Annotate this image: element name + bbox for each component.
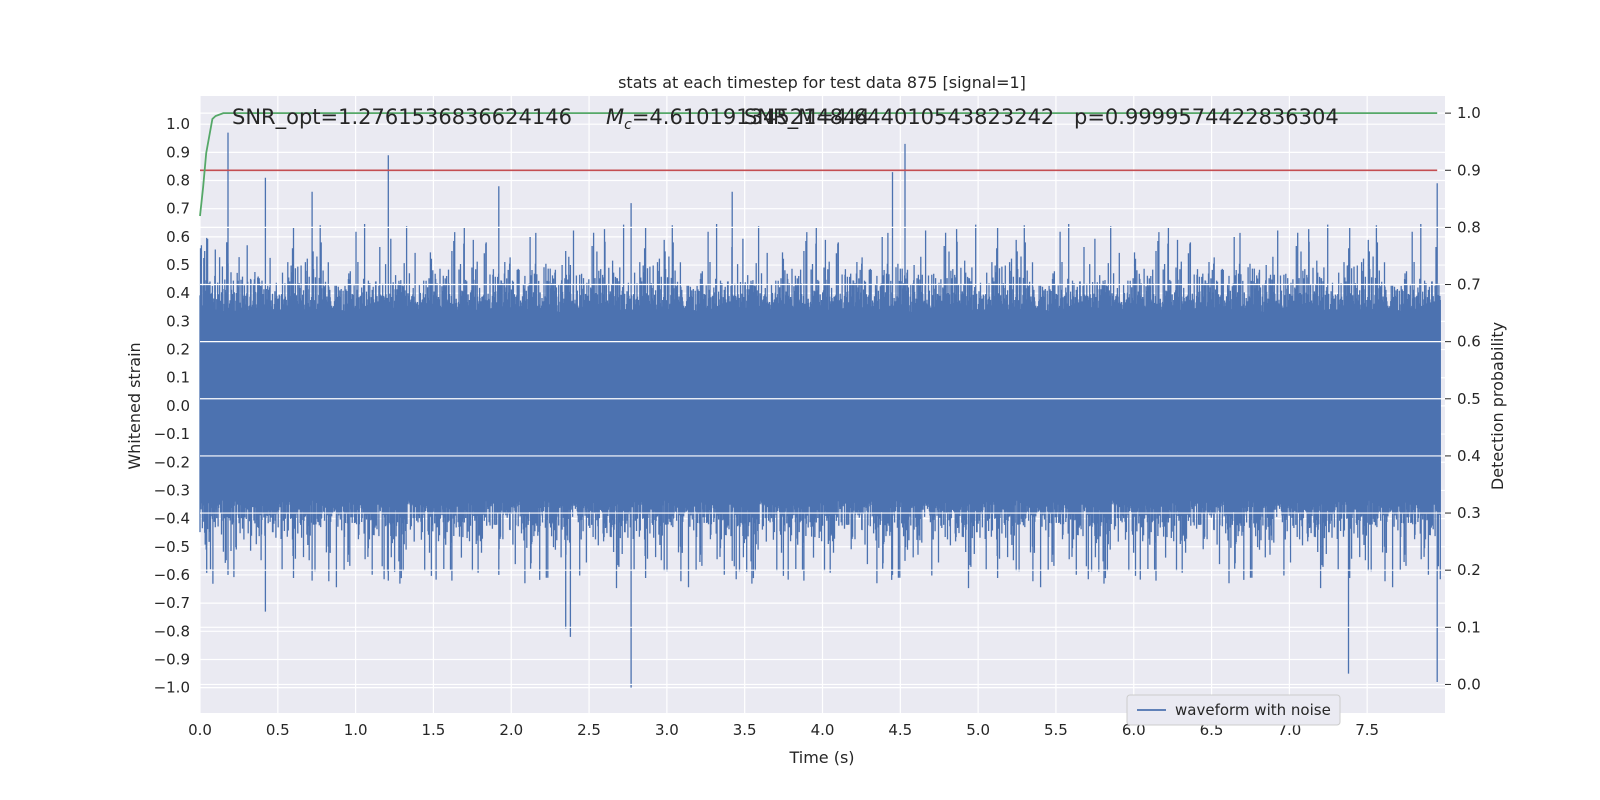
x-tick-label: 4.5 xyxy=(888,721,912,739)
x-tick-label: 5.5 xyxy=(1044,721,1068,739)
y2-tick-label: 0.0 xyxy=(1457,675,1481,693)
y2-ticks: 1.0 0.9 0.8 0.7 0.6 0.5 0.4 0.3 0.2 0.1 0.0 xyxy=(1445,104,1481,693)
x-tick-label: 7.5 xyxy=(1355,721,1379,739)
y2-tick-label: 0.2 xyxy=(1457,561,1481,579)
annotation-snr-opt: SNR_opt=1.2761536836624146 xyxy=(232,105,572,130)
y-tick-label: 0.5 xyxy=(166,256,190,274)
annotation-mc-subscript: c xyxy=(624,117,632,133)
y-tick-label: −0.2 xyxy=(154,453,190,471)
waveform-series xyxy=(199,132,1441,688)
x-tick-label: 5.0 xyxy=(966,721,990,739)
y-tick-label: 0.6 xyxy=(166,228,190,246)
x-tick-label: 3.5 xyxy=(733,721,757,739)
y2-tick-label: 1.0 xyxy=(1457,104,1481,122)
x-tick-label: 1.5 xyxy=(422,721,446,739)
y-tick-label: 0.3 xyxy=(166,312,190,330)
y-tick-label: 0.8 xyxy=(166,172,190,190)
annotation-mc-value: =4.610191345214844 xyxy=(632,105,870,129)
x-tick-label: 2.5 xyxy=(577,721,601,739)
x-tick-label: 2.0 xyxy=(499,721,523,739)
annotation-mc-symbol: M xyxy=(606,105,624,129)
y-tick-label: 0.0 xyxy=(166,397,190,415)
x-tick-label: 0.5 xyxy=(266,721,290,739)
y2-tick-label: 0.9 xyxy=(1457,161,1481,179)
y-axis-label: Whitened strain xyxy=(125,342,144,469)
y-tick-label: −0.1 xyxy=(154,425,190,443)
y-tick-label: −1.0 xyxy=(154,679,190,697)
y-tick-label: −0.7 xyxy=(154,594,190,612)
y-ticks: 1.0 0.9 0.8 0.7 0.6 0.5 0.4 0.3 0.2 0.1 0.0 −0.1 −0.… xyxy=(154,115,190,696)
legend: waveform with noise xyxy=(1126,694,1341,726)
y-tick-label: 0.7 xyxy=(166,200,190,218)
y2-axis-label: Detection probability xyxy=(1488,322,1507,490)
x-tick-label: 0.0 xyxy=(188,721,212,739)
annotation-snr-m: SNR_M=4.644010543823242 xyxy=(744,105,1054,130)
y-tick-label: −0.8 xyxy=(154,622,190,640)
y-tick-label: −0.4 xyxy=(154,510,190,528)
y-tick-label: 0.4 xyxy=(166,284,190,302)
x-axis-label: Time (s) xyxy=(788,748,854,767)
y-tick-label: −0.9 xyxy=(154,650,190,668)
y-tick-label: −0.6 xyxy=(154,566,190,584)
y-tick-label: 1.0 xyxy=(166,115,190,133)
y2-tick-label: 0.3 xyxy=(1457,504,1481,522)
y-tick-label: 0.2 xyxy=(166,341,190,359)
x-ticks: 0.0 0.5 1.0 1.5 2.0 2.5 3.0 3.5 4.0 4.5 5.0 5.5 6.0 6… xyxy=(188,721,1379,739)
y2-tick-label: 0.8 xyxy=(1457,218,1481,236)
legend-box xyxy=(1126,694,1341,726)
y-tick-label: −0.5 xyxy=(154,538,190,556)
chart-title: stats at each timestep for test data 875… xyxy=(618,73,1026,92)
y2-tick-label: 0.6 xyxy=(1457,333,1481,351)
annotation-p: p=0.9999574422836304 xyxy=(1074,105,1339,129)
x-tick-label: 3.0 xyxy=(655,721,679,739)
legend-label: waveform with noise xyxy=(1175,701,1331,719)
y2-tick-label: 0.7 xyxy=(1457,276,1481,294)
y-tick-label: 0.9 xyxy=(166,143,190,161)
y2-tick-label: 0.4 xyxy=(1457,447,1481,465)
detection-probability-line xyxy=(199,112,1438,217)
x-tick-label: 1.0 xyxy=(344,721,368,739)
y-tick-label: −0.3 xyxy=(154,481,190,499)
y2-tick-label: 0.5 xyxy=(1457,390,1481,408)
annotation-chirp-mass: Mc=4.610191345214844 xyxy=(606,105,870,133)
y2-tick-label: 0.1 xyxy=(1457,618,1481,636)
x-tick-label: 4.0 xyxy=(811,721,835,739)
y-tick-label: 0.1 xyxy=(166,369,190,387)
